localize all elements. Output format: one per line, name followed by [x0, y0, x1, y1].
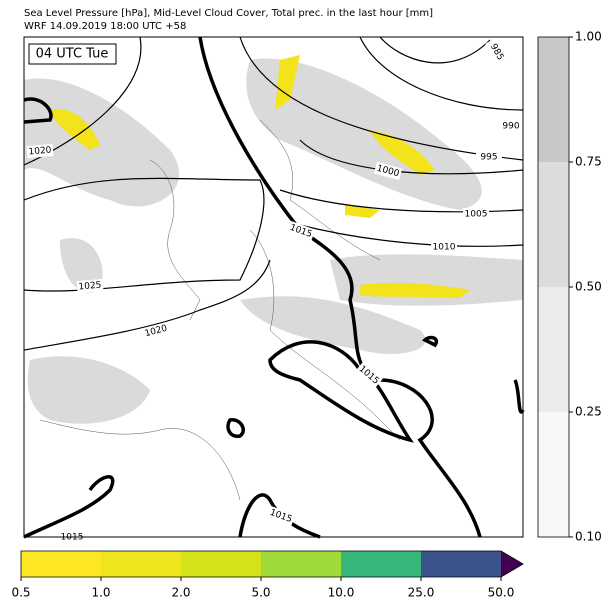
title: Sea Level Pressure [hPa], Mid-Level Clou…	[24, 8, 433, 19]
isobar-label: 990	[502, 122, 519, 132]
isobar-label: 1025	[78, 281, 102, 293]
precip-colorbar: 0.5 1.0 2.0 5.0 10.0 25.0 50.0	[11, 550, 524, 600]
label-background	[266, 505, 296, 527]
tick-label: 1.00	[575, 30, 602, 44]
label-background	[463, 208, 489, 220]
tick-label: 2.0	[171, 586, 190, 600]
subtitle: WRF 14.09.2019 18:00 UTC +58	[24, 21, 186, 32]
tick-label: 25.0	[408, 586, 435, 600]
tick-label: 0.5	[11, 586, 30, 600]
isobar-label: 1020	[28, 145, 52, 157]
color-segment	[538, 412, 569, 537]
color-segment	[341, 551, 421, 577]
color-segment	[538, 162, 569, 287]
tick-label: 1.0	[91, 586, 110, 600]
tick-label: 50.0	[488, 586, 515, 600]
label-background	[26, 143, 54, 159]
label-background	[355, 362, 383, 388]
over-arrow	[501, 551, 523, 577]
isobar-label: 1010	[433, 243, 456, 253]
color-segment	[261, 551, 341, 577]
isobar-label: 1005	[465, 210, 488, 220]
tick-label: 0.50	[575, 280, 602, 294]
cloud-colorbar: 0.10 0.25 0.50 0.75 1.00	[537, 30, 602, 544]
tick-label: 0.25	[575, 405, 602, 419]
tick-label: 5.0	[251, 586, 270, 600]
label-background	[141, 321, 171, 341]
tick-label: 10.0	[328, 586, 355, 600]
label-background	[373, 161, 403, 181]
color-segment	[21, 551, 101, 577]
color-segment	[538, 287, 569, 412]
map: 9859909951000100510101015102010251020101…	[23, 36, 525, 543]
label-background	[476, 151, 502, 163]
tick-label: 0.75	[575, 155, 602, 169]
time-label: 04 UTC Tue	[36, 47, 109, 62]
label-background	[76, 278, 104, 294]
label-background	[286, 220, 316, 242]
label-background	[431, 241, 457, 253]
color-segment	[101, 551, 181, 577]
tick-label: 0.10	[575, 530, 602, 544]
label-background	[485, 37, 509, 67]
label-background	[498, 120, 524, 132]
color-segment	[421, 551, 501, 577]
color-segment	[181, 551, 261, 577]
color-segment	[538, 37, 569, 162]
isobar-label: 995	[480, 153, 497, 163]
